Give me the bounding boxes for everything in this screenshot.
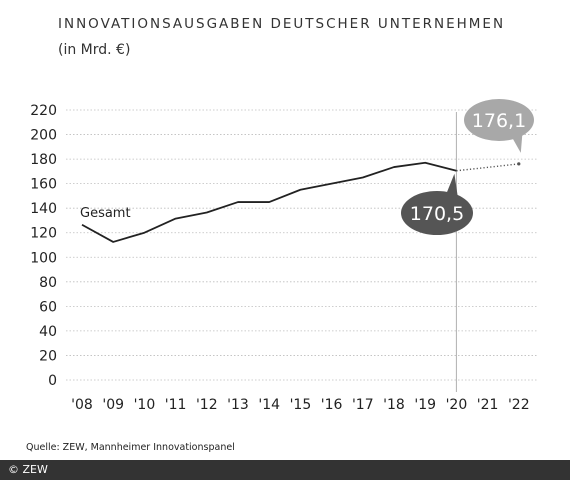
y-tick-label-100: 100 xyxy=(30,250,57,266)
y-tick-label-220: 220 xyxy=(30,103,57,119)
y-tick-label-200: 200 xyxy=(30,128,57,144)
x-tick-label-12: '20 xyxy=(446,397,468,413)
y-tick-label-80: 80 xyxy=(39,275,57,291)
callout-label-planned: 176,1 xyxy=(472,110,526,132)
chart-title: INNOVATIONSAUSGABEN DEUTSCHER UNTERNEHME… xyxy=(58,16,506,32)
x-tick-label-1: '09 xyxy=(102,397,124,413)
x-tick-label-6: '14 xyxy=(258,397,280,413)
footer-bar: © ZEW xyxy=(0,460,570,480)
y-tick-label-160: 160 xyxy=(30,177,57,193)
x-tick-label-4: '12 xyxy=(196,397,218,413)
y-tick-label-20: 20 xyxy=(39,348,57,364)
data-point-1-1 xyxy=(517,162,521,166)
y-tick-label-180: 180 xyxy=(30,152,57,168)
x-tick-label-13: '21 xyxy=(477,397,499,413)
series-lines xyxy=(81,161,521,243)
x-tick-label-9: '17 xyxy=(352,397,374,413)
x-tick-label-10: '18 xyxy=(383,397,405,413)
copyright-text: © ZEW xyxy=(8,463,48,476)
x-tick-label-14: '22 xyxy=(508,397,530,413)
callout-label-actual: 170,5 xyxy=(410,203,464,225)
source-note: Quelle: ZEW, Mannheimer Innovationspanel xyxy=(26,442,235,453)
x-tick-label-7: '15 xyxy=(290,397,312,413)
y-tick-label-140: 140 xyxy=(30,201,57,217)
y-tick-label-120: 120 xyxy=(30,226,57,242)
y-tick-label-40: 40 xyxy=(39,324,57,340)
x-axis-ticks: '08 '09 '10 '11 '12 '13 '14 '15 '16 '17 '18 '19 '20 '… xyxy=(71,397,529,413)
value-callouts: 170,5 176,1 xyxy=(401,99,534,235)
y-tick-label-60: 60 xyxy=(39,299,57,315)
grid xyxy=(66,109,538,381)
x-tick-label-2: '10 xyxy=(134,397,156,413)
series-line-0 xyxy=(81,161,457,243)
line-chart: 0 20 40 60 80 100 120 140 160 180 200 220 '08 '09 '10… xyxy=(30,99,538,413)
y-tick-label-0: 0 xyxy=(48,373,57,389)
y-axis-ticks: 0 20 40 60 80 100 120 140 160 180 200 220 xyxy=(30,103,57,389)
x-tick-label-8: '16 xyxy=(321,397,343,413)
callout-bubble-planned xyxy=(464,99,534,141)
series-line-1 xyxy=(456,163,519,172)
series-label-gesamt: Gesamt xyxy=(80,206,131,221)
chart-subtitle: (in Mrd. €) xyxy=(58,42,131,58)
x-tick-label-5: '13 xyxy=(227,397,249,413)
x-tick-label-0: '08 xyxy=(71,397,93,413)
x-tick-label-3: '11 xyxy=(165,397,187,413)
callout-bubble-actual xyxy=(401,191,473,235)
x-tick-label-11: '19 xyxy=(414,397,436,413)
